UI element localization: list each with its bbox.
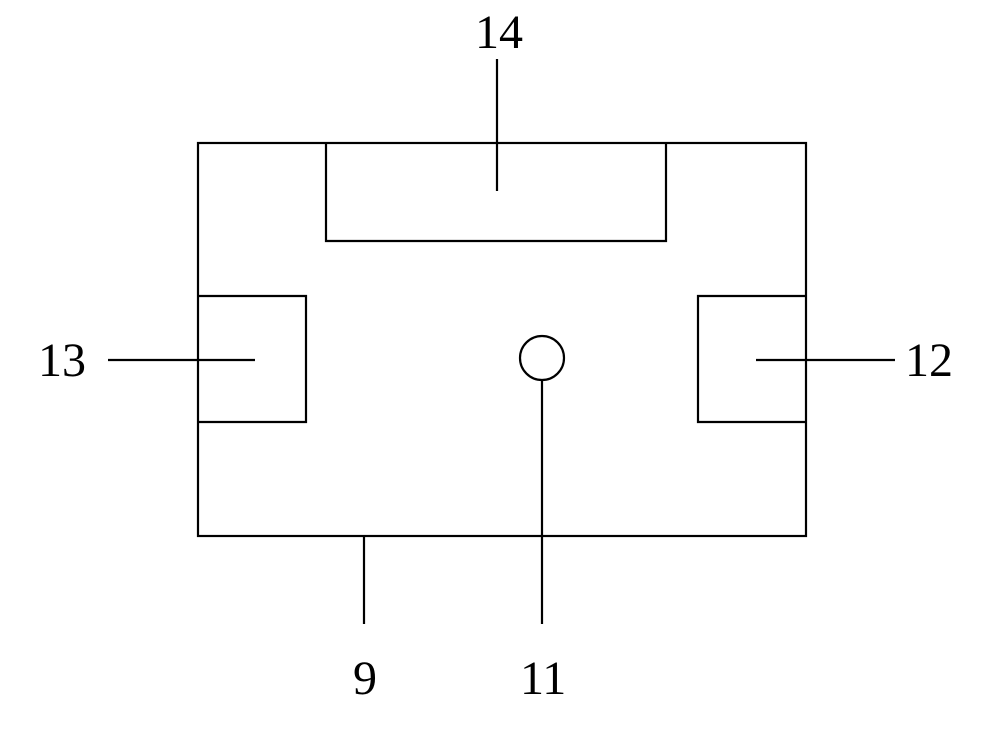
diagram-canvas: 14 13 12 11 9 <box>0 0 1000 734</box>
label-11: 11 <box>520 652 566 705</box>
main-box <box>198 143 806 536</box>
label-9: 9 <box>353 652 377 705</box>
label-13: 13 <box>38 334 86 387</box>
label-14: 14 <box>475 6 523 59</box>
label-12: 12 <box>905 334 953 387</box>
center-circle <box>520 336 564 380</box>
